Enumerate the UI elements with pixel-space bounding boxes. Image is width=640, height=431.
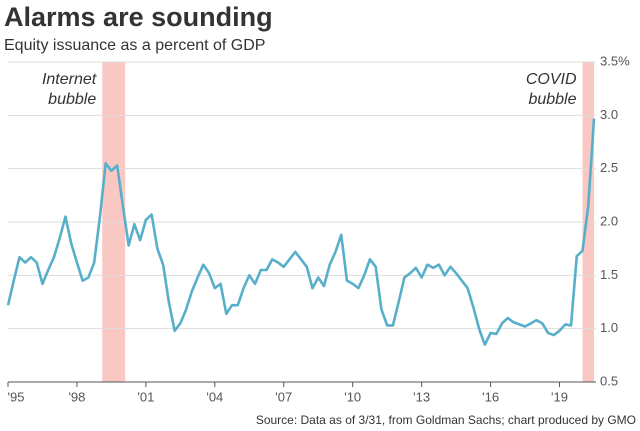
y-tick-label: 3.5% [600,53,630,68]
chart-subtitle: Equity issuance as a percent of GDP [4,37,265,54]
source-note: Source: Data as of 3/31, from Goldman Sa… [256,413,636,427]
y-tick-label: 1.5 [600,267,618,282]
x-tick-label: '07 [275,389,292,404]
x-tick-label: '10 [344,389,361,404]
y-tick-label: 1.0 [600,320,618,335]
region-label: bubble [48,91,96,108]
data-line [6,118,596,346]
region-label: COVID [526,71,577,88]
x-tick-label: '01 [137,389,154,404]
y-tick-label: 3.0 [600,107,618,122]
y-tick-label: 2.5 [600,160,618,175]
region-label: bubble [528,91,576,108]
x-tick-label: '04 [206,389,223,404]
x-tick-label: '19 [551,389,568,404]
x-tick-label: '16 [482,389,499,404]
y-tick-label: 2.0 [600,213,618,228]
chart-title: Alarms are sounding [4,2,273,32]
x-tick-label: '98 [68,389,85,404]
y-tick-label: 0.5 [600,373,618,388]
x-tick-label: '13 [413,389,430,404]
x-tick-label: '95 [8,389,25,404]
region-label: Internet [42,71,97,88]
